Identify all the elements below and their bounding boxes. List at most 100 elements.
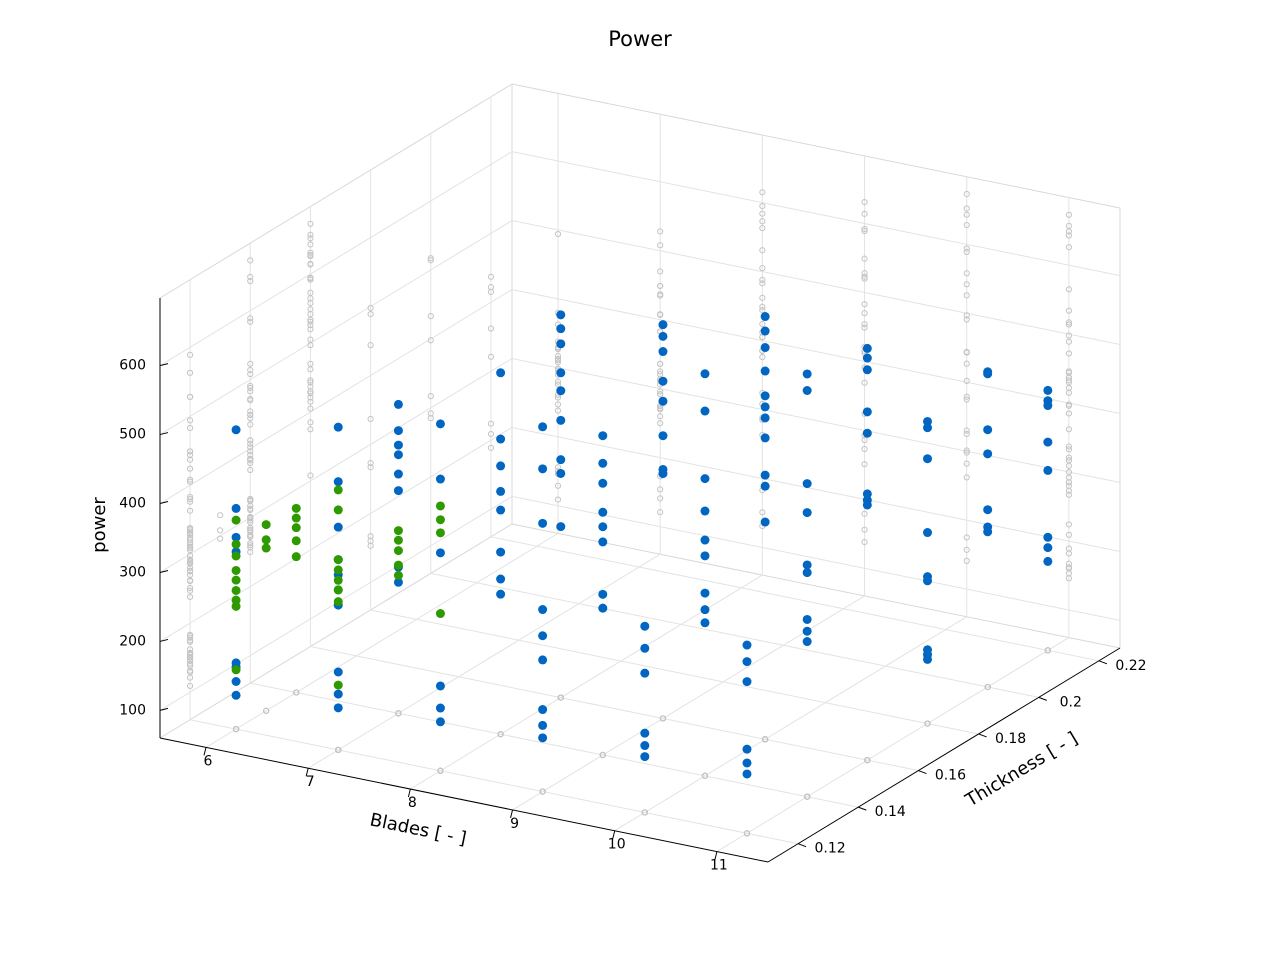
projection-point (307, 326, 314, 333)
projection-point (307, 426, 314, 433)
z-tick-label: 600 (119, 358, 146, 374)
projection-point (1065, 410, 1073, 417)
projection-point (861, 273, 868, 280)
point (1043, 465, 1053, 475)
projection-point (861, 461, 868, 468)
grid-line (189, 719, 799, 845)
z-tick (159, 432, 169, 436)
point (802, 614, 812, 624)
projection-point (963, 396, 970, 403)
point (556, 368, 566, 378)
projection-point (657, 268, 664, 275)
projection-point (186, 556, 194, 563)
projection-point (963, 190, 970, 198)
point (291, 523, 301, 533)
projection-point (186, 393, 194, 401)
grid-line (511, 357, 1121, 483)
projection-point (657, 413, 664, 420)
point (496, 547, 506, 557)
z-tick-label: 300 (119, 564, 146, 580)
point (231, 425, 241, 435)
point (538, 422, 548, 432)
projection-point (657, 311, 664, 318)
point (598, 431, 608, 441)
point (598, 603, 608, 613)
projection-point (307, 342, 314, 349)
grid-line (511, 220, 1121, 346)
projection-point (963, 427, 970, 434)
projection-point (247, 384, 254, 392)
projection-point (186, 451, 194, 458)
point (983, 369, 993, 379)
projection-point (861, 275, 868, 282)
projection-point (1065, 389, 1073, 396)
point (556, 310, 566, 320)
projection-point (963, 211, 970, 218)
projection-point (247, 460, 254, 467)
point (231, 665, 241, 675)
grid-line (205, 532, 559, 748)
projection-point (657, 371, 664, 378)
projection-point (186, 546, 194, 554)
point (333, 575, 343, 585)
projection-point (861, 324, 868, 331)
projection-point (657, 291, 664, 298)
grid-line (511, 426, 1121, 552)
projection-point (759, 354, 766, 361)
point (333, 555, 343, 565)
point (760, 366, 770, 376)
y-tick-label: 0.16 (935, 768, 966, 784)
x-tick-label: 8 (408, 795, 417, 811)
grid-line (159, 289, 513, 504)
projection-point (367, 542, 374, 549)
projection-point (307, 405, 314, 412)
point (640, 668, 650, 678)
point (598, 458, 608, 468)
point (598, 522, 608, 532)
projection-point (861, 255, 868, 262)
projection-point (657, 420, 664, 427)
projection-point (759, 265, 766, 272)
projection-point (307, 377, 314, 384)
point (556, 522, 566, 532)
projection-point (759, 294, 766, 301)
point (333, 422, 343, 432)
projection-point (247, 415, 254, 422)
projection-point (186, 507, 194, 514)
x-tick-label: 7 (306, 774, 315, 790)
point (333, 585, 343, 595)
point (802, 479, 812, 489)
z-tick-label: 500 (119, 427, 146, 443)
projection-point (554, 378, 562, 385)
projection-point (186, 351, 194, 358)
projection-point (247, 506, 254, 514)
point (700, 369, 710, 379)
projection-point (762, 736, 769, 743)
point (435, 419, 445, 429)
point (231, 595, 241, 605)
projection-point (1044, 647, 1051, 654)
point (291, 513, 301, 523)
projection-point (557, 694, 564, 701)
point (538, 655, 548, 665)
point (802, 508, 812, 518)
projection-point (307, 275, 314, 282)
projection-point (804, 793, 811, 800)
point (760, 326, 770, 336)
projection-point (247, 437, 254, 444)
projection-point (307, 318, 314, 325)
projection-point (186, 559, 194, 566)
point (923, 576, 933, 586)
projection-point (1065, 545, 1073, 552)
point (983, 527, 993, 537)
point (1043, 437, 1053, 447)
point (862, 407, 872, 417)
projection-point (247, 440, 254, 447)
point (261, 520, 271, 530)
projection-point (307, 241, 314, 248)
projection-point (487, 430, 495, 438)
point (760, 481, 770, 491)
projection-point (1065, 332, 1073, 339)
projection-point (1065, 350, 1073, 357)
projection-point (1065, 222, 1073, 229)
